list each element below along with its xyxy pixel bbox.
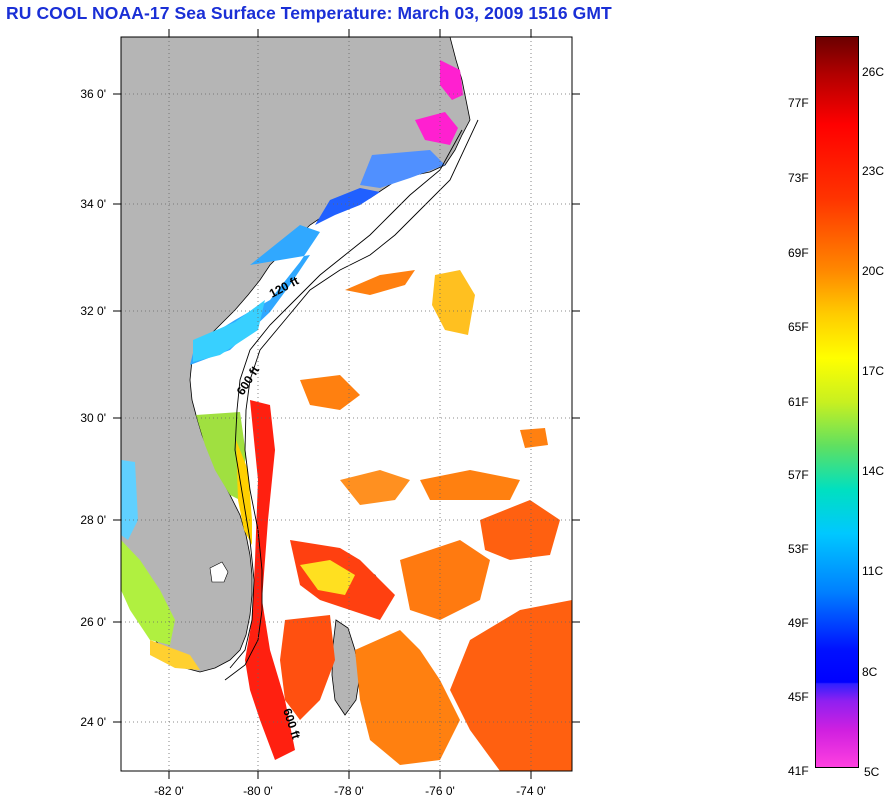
scale-label-c: 5C <box>864 765 880 779</box>
scale-label-c: 8C <box>862 665 878 679</box>
scale-label-c: 17C <box>862 364 885 378</box>
sst-patches <box>121 60 572 771</box>
lat-label: 30 0' <box>80 411 106 425</box>
lon-label: -74 0' <box>516 784 546 798</box>
scale-label-f: 53F <box>788 542 809 556</box>
scale-label-f: 57F <box>788 468 809 482</box>
lat-label: 24 0' <box>80 715 106 729</box>
scale-label-c: 14C <box>862 464 885 478</box>
scale-label-f: 73F <box>788 171 809 185</box>
scale-label-f: 65F <box>788 320 809 334</box>
lat-label: 28 0' <box>80 513 106 527</box>
isobath-120ft <box>229 129 463 669</box>
lon-label: -76 0' <box>425 784 455 798</box>
lat-label: 26 0' <box>80 615 106 629</box>
scale-label-f: 45F <box>788 690 809 704</box>
scale-label-f: 61F <box>788 395 809 409</box>
scale-label-c: 23C <box>862 164 885 178</box>
scale-label-f: 41F <box>788 764 809 778</box>
scale-label-f: 69F <box>788 246 809 260</box>
lake-okeechobee <box>209 561 229 583</box>
lon-label: -82 0' <box>154 784 184 798</box>
temperature-color-scale: 77F 73F 69F 65F 61F 57F 53F 49F 45F 41F … <box>780 30 889 801</box>
scale-label-f: 77F <box>788 96 809 110</box>
scale-label-c: 26C <box>862 65 885 79</box>
scale-label-f: 49F <box>788 616 809 630</box>
scale-label-c: 20C <box>862 264 885 278</box>
isobath-600ft <box>224 119 479 681</box>
map-frame <box>120 36 573 772</box>
lat-label: 34 0' <box>80 197 106 211</box>
lon-label: -80 0' <box>243 784 273 798</box>
lon-label: -78 0' <box>334 784 364 798</box>
lat-label: 36 0' <box>80 87 106 101</box>
map-title: RU COOL NOAA-17 Sea Surface Temperature:… <box>6 3 612 23</box>
scale-label-c: 11C <box>862 564 884 578</box>
lat-label: 32 0' <box>80 304 106 318</box>
color-scale-bar <box>815 36 859 768</box>
map-area <box>121 37 572 771</box>
tick-marks <box>113 29 580 779</box>
